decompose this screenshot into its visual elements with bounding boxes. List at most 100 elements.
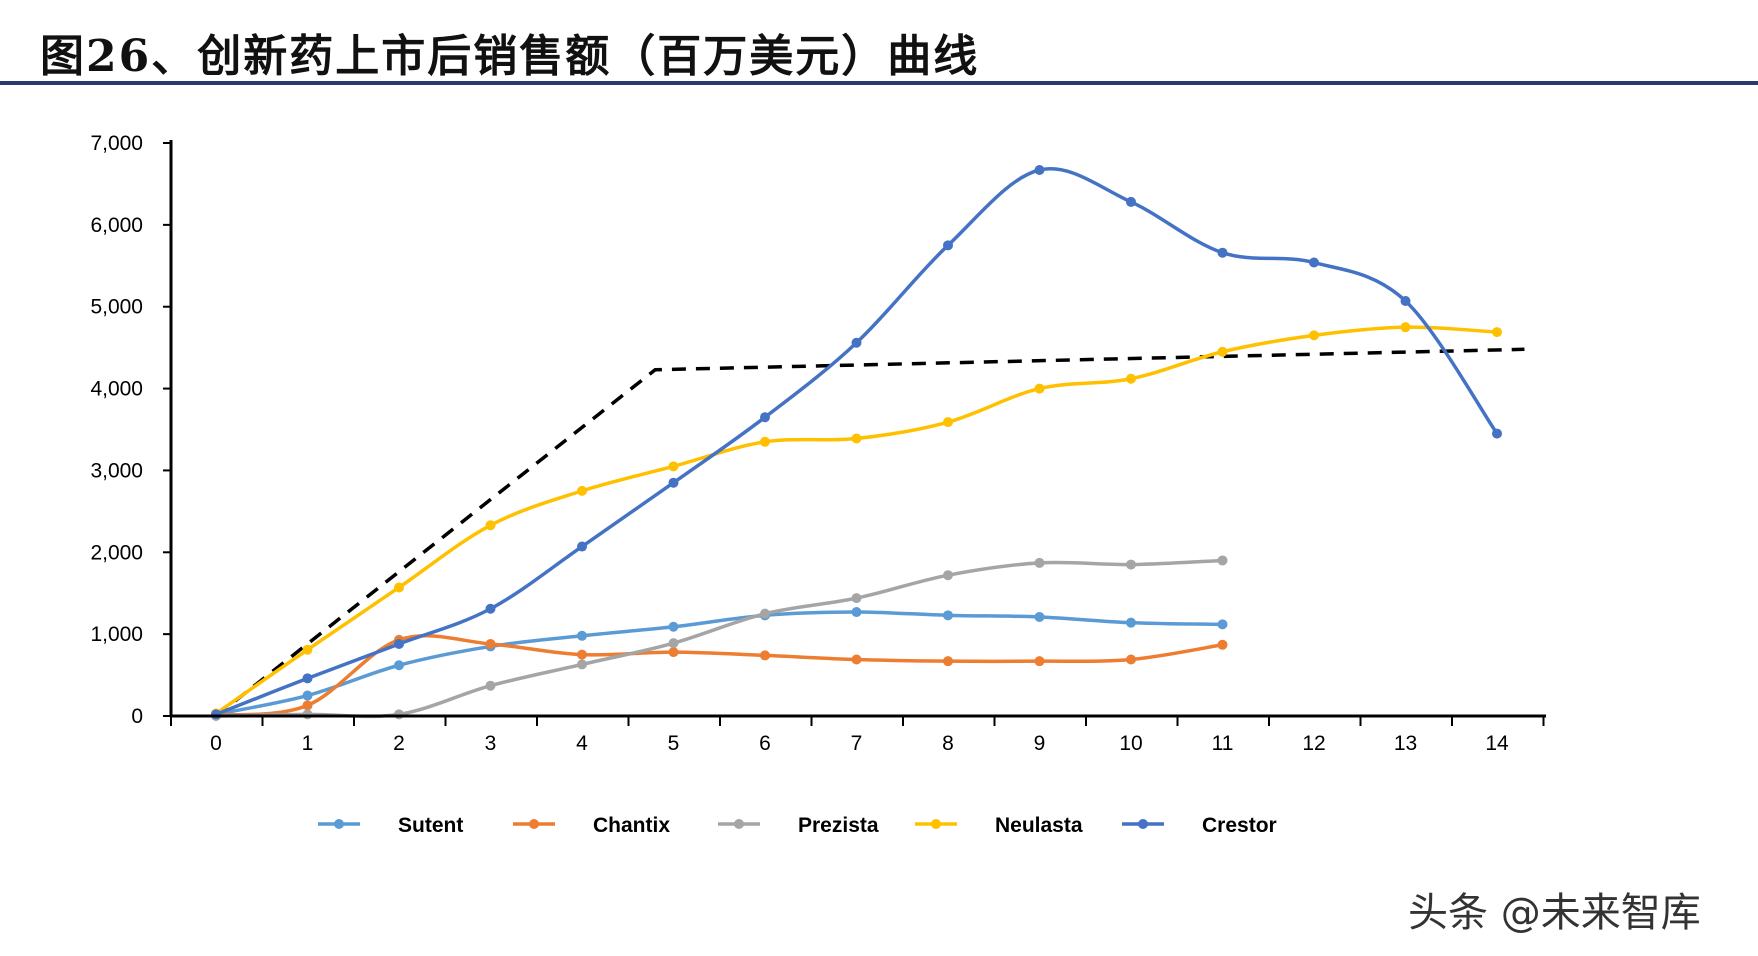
trend-line xyxy=(214,347,1525,718)
watermark: 头条 @未来智库 xyxy=(1408,890,1701,936)
y-tick-label: 6,000 xyxy=(90,214,143,237)
chantix-point xyxy=(302,700,313,711)
x-tick-label: 8 xyxy=(942,732,954,755)
legend-swatch-marker xyxy=(529,819,539,829)
neulasta-point xyxy=(668,461,679,472)
y-tick-label: 4,000 xyxy=(90,378,143,401)
chantix-point xyxy=(943,656,953,667)
neulasta-point xyxy=(577,485,587,496)
neulasta-point xyxy=(1217,346,1228,357)
legend-swatch-marker xyxy=(931,819,941,829)
crestor-point xyxy=(302,673,313,684)
y-tick-label: 0 xyxy=(131,705,143,728)
legend-item-neulasta: Neulasta xyxy=(915,814,1083,837)
sutent-point xyxy=(668,621,679,632)
prezista-point xyxy=(394,709,404,720)
trend-line-layer xyxy=(214,347,1525,718)
x-tick-label: 13 xyxy=(1394,732,1417,755)
chantix-point xyxy=(577,649,587,660)
x-tick-label: 12 xyxy=(1302,732,1325,755)
crestor-line xyxy=(214,167,1499,717)
title-underline xyxy=(0,81,1758,85)
neulasta-point xyxy=(760,436,770,447)
legend-label: Neulasta xyxy=(995,814,1083,837)
chantix-point xyxy=(1126,654,1136,665)
legend-label: Sutent xyxy=(398,814,463,837)
legend-label: Chantix xyxy=(593,814,670,837)
x-tick-label: 1 xyxy=(302,732,314,755)
x-tick-label: 5 xyxy=(668,732,680,755)
x-tick-label: 14 xyxy=(1485,732,1509,755)
sutent-line xyxy=(214,610,1225,717)
neulasta-point xyxy=(1034,383,1045,394)
y-tick-label: 3,000 xyxy=(90,459,143,482)
sutent-point xyxy=(302,690,313,701)
crestor-point xyxy=(485,603,496,614)
series-layer xyxy=(211,165,1502,721)
prezista-point xyxy=(668,638,679,649)
x-tick-label: 11 xyxy=(1212,732,1234,755)
crestor-point xyxy=(1217,247,1228,258)
prezista-point xyxy=(1034,557,1045,568)
chantix-line xyxy=(214,634,1225,717)
prezista-point xyxy=(302,709,313,720)
x-tick-label: 10 xyxy=(1119,732,1142,755)
x-tick-label: 6 xyxy=(759,732,771,755)
legend: Sutent Chantix Prezista Neulasta Crestor xyxy=(318,814,1277,837)
sutent-point xyxy=(943,610,953,621)
neulasta-point xyxy=(485,520,496,531)
prezista-point xyxy=(577,659,587,670)
prezista-point xyxy=(485,680,496,691)
crestor-point xyxy=(577,541,587,552)
legend-swatch-marker xyxy=(1138,819,1148,829)
y-tick-label: 5,000 xyxy=(90,296,143,319)
prezista-line xyxy=(214,558,1225,719)
series-neulasta xyxy=(211,322,1502,719)
neulasta-point xyxy=(394,582,404,593)
crestor-point xyxy=(668,477,679,488)
neulasta-point xyxy=(302,644,313,655)
crestor-point xyxy=(1034,165,1045,176)
neulasta-point xyxy=(1492,327,1502,338)
crestor-point xyxy=(211,709,221,720)
legend-item-sutent: Sutent xyxy=(318,814,463,837)
prezista-point xyxy=(851,593,862,604)
crestor-point xyxy=(1400,295,1411,306)
prezista-point xyxy=(1126,559,1136,570)
legend-item-chantix: Chantix xyxy=(513,814,670,837)
legend-label: Crestor xyxy=(1202,814,1277,837)
x-tick-label: 7 xyxy=(851,732,863,755)
chantix-point xyxy=(1217,639,1228,650)
neulasta-point xyxy=(943,417,953,428)
chantix-point xyxy=(668,647,679,658)
sutent-point xyxy=(1126,617,1136,628)
neulasta-point xyxy=(851,433,862,444)
crestor-point xyxy=(1309,257,1319,268)
prezista-point xyxy=(1217,555,1228,566)
legend-swatch-marker xyxy=(734,819,744,829)
crestor-point xyxy=(1126,196,1136,207)
x-tick-label: 2 xyxy=(393,732,405,755)
legend-item-crestor: Crestor xyxy=(1122,814,1277,837)
chantix-point xyxy=(760,650,770,661)
crestor-point xyxy=(1492,428,1502,439)
crestor-point xyxy=(851,337,862,348)
series-prezista xyxy=(211,555,1228,721)
chantix-point xyxy=(1034,656,1045,667)
chantix-point xyxy=(851,654,862,665)
chart-title: 图26、创新药上市后销售额（百万美元）曲线 xyxy=(40,31,980,82)
series-crestor xyxy=(211,165,1502,720)
sutent-point xyxy=(851,607,862,618)
y-tick-label: 7,000 xyxy=(90,132,143,155)
prezista-point xyxy=(760,608,770,619)
x-tick-label: 9 xyxy=(1034,732,1046,755)
sutent-point xyxy=(1034,611,1045,622)
neulasta-point xyxy=(1400,322,1411,333)
legend-item-prezista: Prezista xyxy=(718,814,879,837)
sutent-point xyxy=(394,660,404,671)
chantix-point xyxy=(485,638,496,649)
crestor-point xyxy=(760,412,770,423)
neulasta-point xyxy=(1126,373,1136,384)
